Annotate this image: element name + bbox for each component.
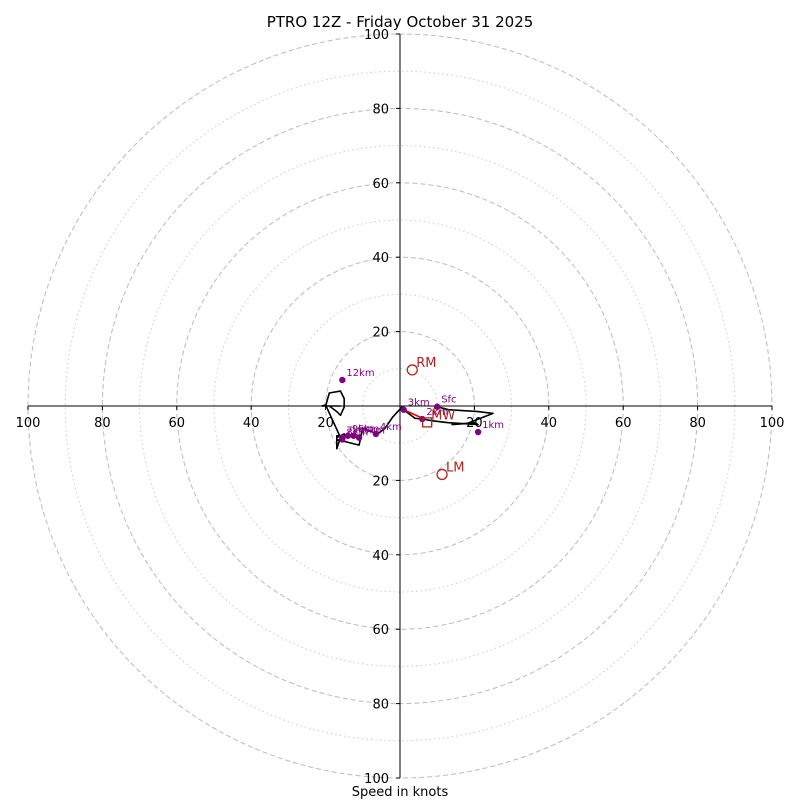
x-tick-label: 60 xyxy=(169,416,186,431)
axes xyxy=(28,34,772,778)
height-label-5km: 5km xyxy=(363,426,385,437)
storm-motions: RM LM MW xyxy=(406,356,465,481)
height-label-9km: 9km xyxy=(352,424,374,435)
hodograph-line xyxy=(321,390,494,450)
y-tick-label: 60 xyxy=(372,177,389,192)
x-tick-label: 100 xyxy=(16,416,41,431)
x-tick-label: 40 xyxy=(243,416,260,431)
height-point-8km xyxy=(339,436,346,443)
height-point-6km xyxy=(350,432,357,439)
y-tick-label: 60 xyxy=(372,623,389,638)
motion-label-MW: MW xyxy=(431,408,455,423)
height-point-12km xyxy=(339,376,346,384)
height-label-3km: 3km xyxy=(408,398,430,409)
y-tick-label: 80 xyxy=(372,698,389,713)
height-point-4km xyxy=(372,430,380,438)
height-point-3km xyxy=(400,406,407,413)
motion-label-LM: LM xyxy=(446,460,464,475)
y-tick-labels: 100 80 60 40 20 20 40 60 80 100 xyxy=(364,28,400,787)
x-tick-label: 80 xyxy=(689,416,706,431)
y-tick-label: 100 xyxy=(364,772,389,787)
x-tick-label: 100 xyxy=(760,416,785,431)
motion-marker-LM xyxy=(436,468,448,481)
height-label-4km: 4km xyxy=(380,422,402,433)
height-label-8km: 8km xyxy=(346,427,368,438)
height-label-7km: 7km xyxy=(346,426,368,437)
x-tick-label: 80 xyxy=(94,416,111,431)
height-label-1km: 1km xyxy=(482,420,504,431)
y-tick-label: 100 xyxy=(364,28,389,43)
y-tick-label: 40 xyxy=(372,549,389,564)
y-tick-label: 80 xyxy=(372,102,389,117)
height-point-9km xyxy=(344,432,352,439)
height-label-Sfc: Sfc xyxy=(441,395,456,406)
height-label-6km: 6km xyxy=(358,424,380,435)
height-point-Sfc xyxy=(434,403,441,410)
x-tick-label: 40 xyxy=(541,416,558,431)
height-label-2km: 2km xyxy=(426,407,448,418)
x-tick-label: 60 xyxy=(615,416,632,431)
height-point-5km xyxy=(355,434,363,441)
motion-marker-RM xyxy=(406,364,418,376)
x-tick-label: 20 xyxy=(317,416,334,431)
height-label-12km: 12km xyxy=(346,368,374,379)
chart-title: PTRO 12Z - Friday October 31 2025 xyxy=(267,13,534,31)
motion-label-RM: RM xyxy=(416,356,436,371)
x-axis-label: Speed in knots xyxy=(352,785,449,800)
y-tick-label: 20 xyxy=(372,474,389,489)
y-tick-label: 40 xyxy=(372,251,389,266)
motion-marker-MW xyxy=(422,417,433,428)
y-tick-label: 20 xyxy=(372,326,389,341)
height-point-1km xyxy=(474,428,482,436)
